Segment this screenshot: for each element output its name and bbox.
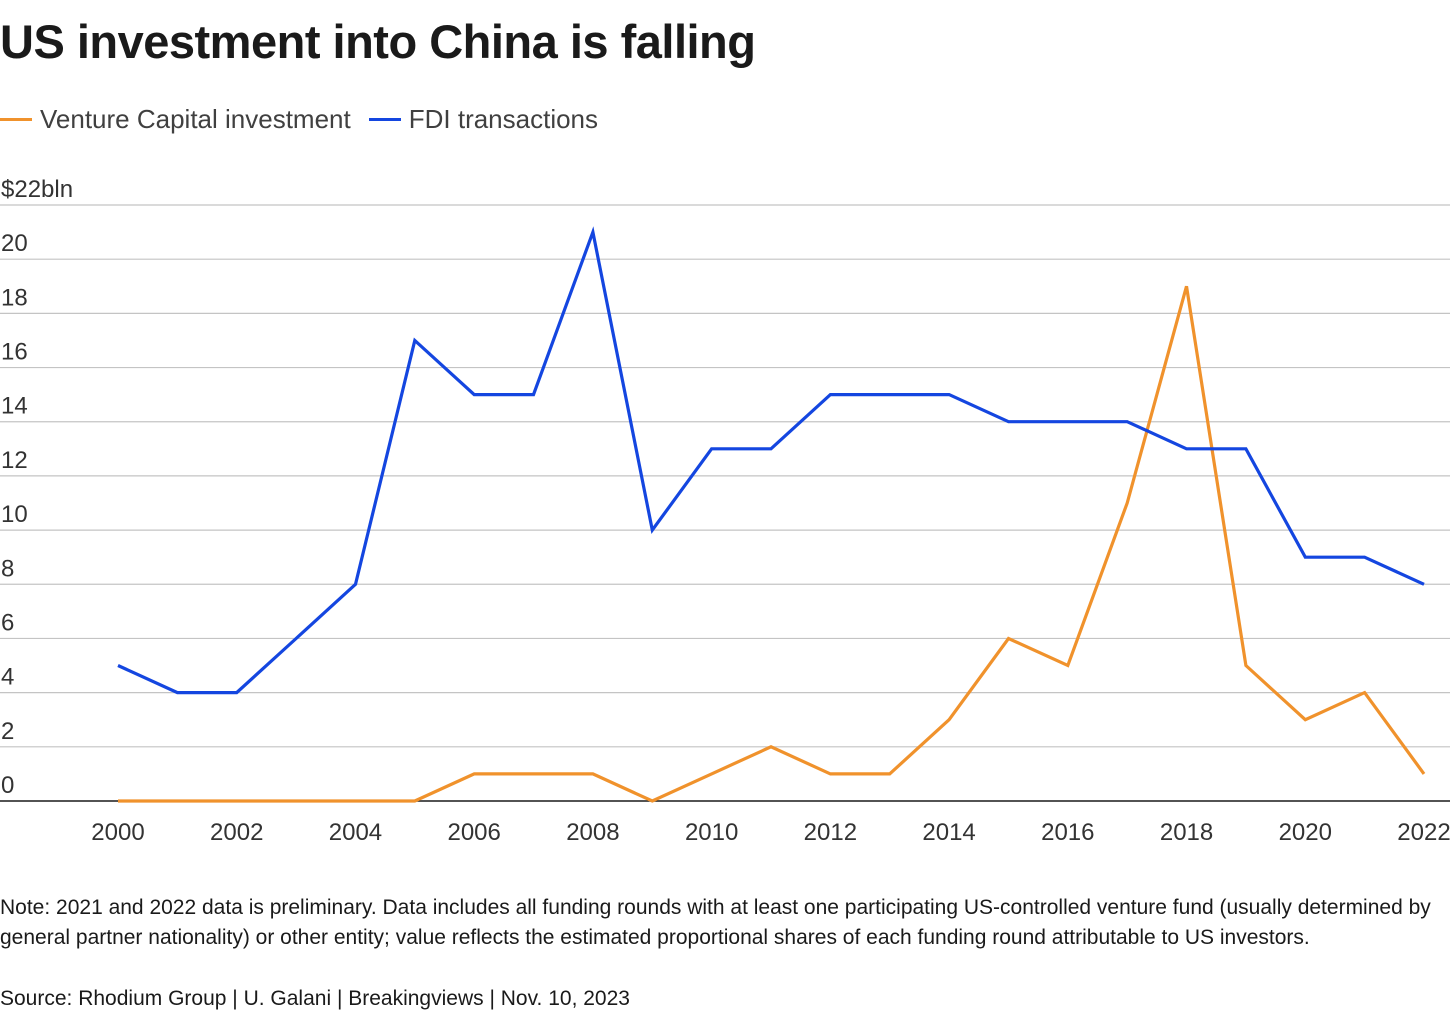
line-chart: 0 2 4 6 8 10 12 14 16 18 20 $22bln 2000 2002 2004 2006… (0, 176, 1451, 846)
legend-label-fdi: FDI transactions (408, 104, 599, 134)
series-line-venture-capital-investment (118, 285, 1426, 803)
x-tick-label: 2008 (566, 819, 619, 846)
y-tick-label: 0 (1, 772, 14, 799)
y-tick-label: 18 (1, 284, 28, 311)
y-tick-label: 20 (1, 230, 28, 257)
x-tick-label: 2018 (1160, 819, 1213, 846)
y-tick-label: 16 (1, 339, 28, 366)
x-tick-label: 2000 (91, 819, 144, 846)
y-tick-label: 4 (1, 664, 14, 691)
x-tick-label: 2016 (1041, 819, 1094, 846)
y-tick-label: 6 (1, 609, 14, 636)
x-tick-label: 2004 (329, 819, 382, 846)
x-tick-label: 2002 (210, 819, 263, 846)
y-tick-label: 8 (1, 555, 14, 582)
legend-item-fdi: FDI transactions (368, 104, 599, 135)
legend-label-venture-capital: Venture Capital investment (40, 104, 351, 134)
x-tick-label: 2014 (922, 819, 975, 846)
legend-swatch-fdi (368, 118, 401, 121)
y-axis-tick-labels: 0 2 4 6 8 10 12 14 16 18 20 $22bln (1, 176, 73, 799)
series-line-fdi-transactions (117, 226, 1425, 695)
x-tick-label: 2020 (1279, 819, 1332, 846)
gridlines (0, 204, 1450, 802)
y-tick-label: 12 (1, 447, 28, 474)
chart-source: Source: Rhodium Group | U. Galani | Brea… (0, 987, 630, 1010)
y-tick-label: 10 (1, 501, 28, 528)
x-tick-label: 2010 (685, 819, 738, 846)
chart-legend: Venture Capital investment FDI transacti… (0, 104, 616, 135)
legend-item-venture-capital: Venture Capital investment (0, 104, 351, 135)
y-tick-label: 14 (1, 393, 28, 420)
data-series (117, 226, 1426, 803)
y-tick-label: 2 (1, 718, 14, 745)
x-axis-tick-labels: 2000 2002 2004 2006 2008 2010 2012 2014 2016 2018… (91, 819, 1450, 846)
legend-swatch-venture-capital (0, 118, 32, 121)
x-tick-label: 2006 (447, 819, 500, 846)
chart-note: Note: 2021 and 2022 data is preliminary.… (0, 896, 1431, 949)
chart-title: US investment into China is falling (0, 15, 756, 68)
y-tick-label: $22bln (1, 176, 73, 203)
x-tick-label: 2012 (804, 819, 857, 846)
x-tick-label: 2022 (1397, 819, 1450, 846)
